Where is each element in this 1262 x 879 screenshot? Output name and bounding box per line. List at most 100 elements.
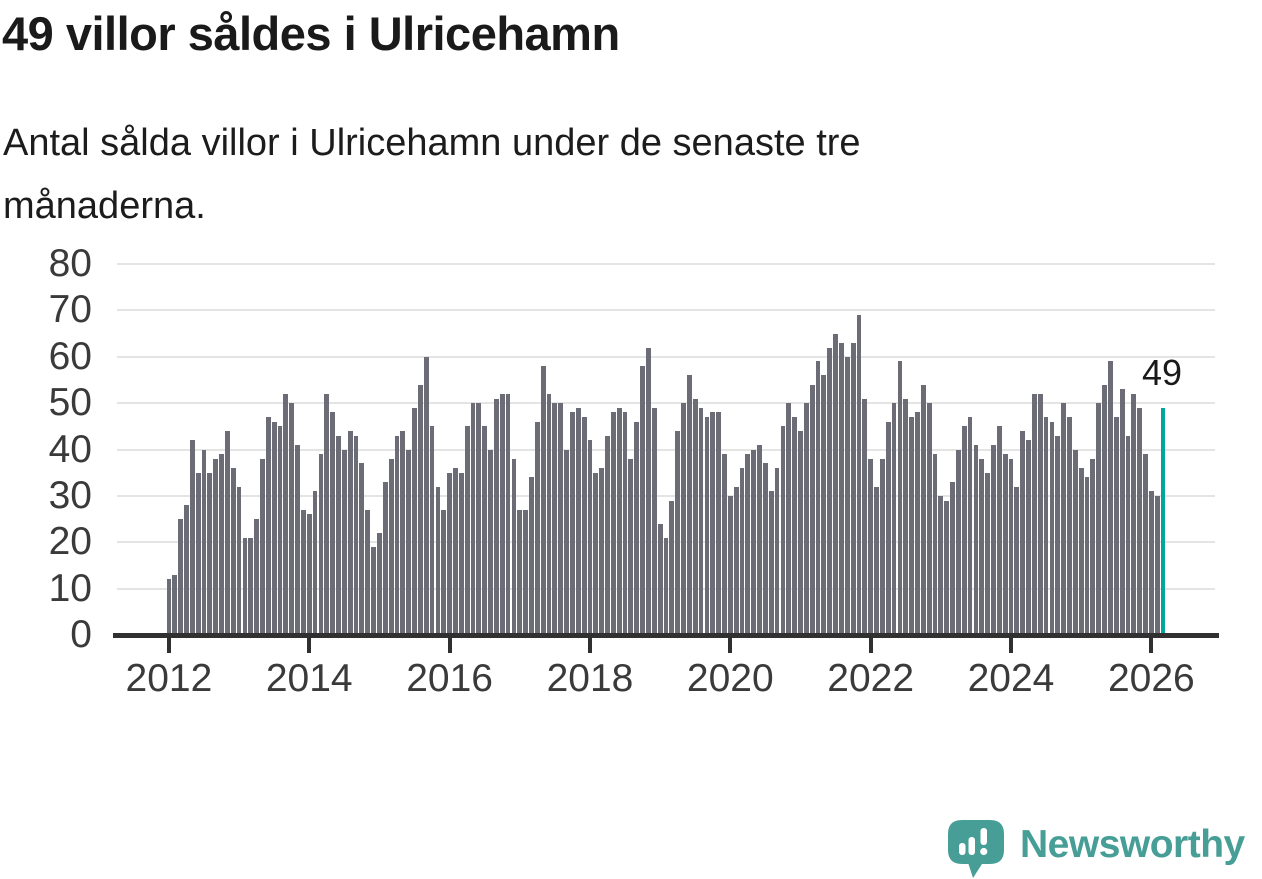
bar (1090, 458, 1096, 635)
bar (605, 435, 610, 635)
gridline (117, 448, 1215, 451)
bar (622, 412, 628, 635)
subtitle-line: Antal sålda villor i Ulricehamn under de… (3, 122, 861, 164)
x-axis-label: 2024 (967, 657, 1055, 700)
bar (686, 375, 692, 635)
y-axis-label: 10 (48, 566, 92, 610)
bar (1125, 435, 1131, 635)
bar (382, 482, 388, 635)
x-axis-label: 2016 (406, 657, 493, 700)
bar (1108, 361, 1113, 635)
bar (1084, 477, 1090, 635)
gridline (117, 309, 1215, 312)
gridline (117, 494, 1215, 497)
bar (991, 444, 996, 635)
y-axis-label: 80 (48, 242, 92, 285)
bar (213, 458, 219, 635)
bar (219, 454, 224, 635)
bar (839, 342, 844, 635)
bar (757, 444, 762, 635)
bar (879, 458, 885, 635)
bar (575, 407, 581, 635)
bar (195, 472, 201, 635)
y-axis-label: 40 (48, 427, 92, 471)
bar (265, 417, 271, 635)
bar (961, 426, 967, 635)
bar (792, 417, 798, 635)
bar (651, 407, 657, 635)
bar (540, 366, 546, 635)
bar (821, 375, 827, 635)
bar (470, 403, 476, 635)
bar (722, 454, 727, 635)
bar (593, 472, 599, 635)
x-axis-label: 2018 (546, 657, 634, 700)
bar (827, 347, 833, 635)
bar (447, 472, 452, 635)
bar (809, 384, 815, 635)
bar (236, 486, 242, 635)
bar (529, 477, 534, 635)
bar (570, 412, 575, 635)
bar (610, 412, 616, 635)
bar (417, 384, 423, 635)
bar (505, 393, 511, 636)
bar (798, 430, 803, 635)
page-title: 49 villor såldes i Ulricehamn (2, 7, 620, 60)
bar (581, 417, 587, 635)
bar (283, 393, 289, 636)
bar (423, 356, 429, 636)
bar (546, 393, 552, 636)
bar (874, 486, 879, 635)
bar (435, 486, 441, 635)
x-axis-label: 2022 (827, 657, 915, 700)
bar (599, 468, 605, 635)
bar (669, 500, 675, 635)
bar (955, 449, 961, 635)
y-axis-label: 60 (48, 334, 92, 378)
bar (558, 403, 564, 635)
x-axis-label: 2020 (686, 657, 774, 700)
x-axis-label: 2012 (125, 657, 213, 700)
bar (862, 398, 868, 635)
bar (727, 495, 733, 635)
speech-bubble-bar-chart-icon (948, 820, 1004, 878)
x-axis-tick (307, 638, 312, 653)
bar (172, 574, 178, 635)
bar (815, 361, 821, 635)
bar (891, 403, 897, 635)
bar (312, 491, 318, 635)
bar (189, 440, 195, 635)
x-axis-tick (728, 638, 733, 653)
x-axis-label: 2026 (1107, 657, 1195, 700)
bar (488, 449, 493, 635)
bar (786, 403, 792, 635)
bar (979, 458, 985, 635)
bar (1078, 468, 1084, 635)
bar (534, 421, 540, 635)
bar (1148, 491, 1154, 635)
bar (1154, 495, 1160, 635)
bar (833, 333, 838, 635)
bar (897, 361, 903, 635)
bar (926, 403, 932, 635)
bar (1096, 403, 1102, 635)
bar (1061, 403, 1067, 635)
bar (201, 449, 207, 635)
bar (909, 417, 914, 635)
bar (482, 426, 488, 635)
bar (178, 519, 183, 635)
bar (704, 417, 710, 635)
bar (1026, 440, 1031, 635)
y-axis-label: 50 (48, 381, 92, 425)
bar (1032, 393, 1037, 636)
last-bar-value-label: 49 (1142, 352, 1183, 393)
bar (248, 537, 254, 635)
y-axis-label: 20 (48, 520, 92, 564)
bar (330, 412, 336, 635)
bar (1137, 407, 1143, 635)
bar (271, 421, 277, 635)
bar (260, 458, 265, 635)
bar (464, 426, 470, 635)
